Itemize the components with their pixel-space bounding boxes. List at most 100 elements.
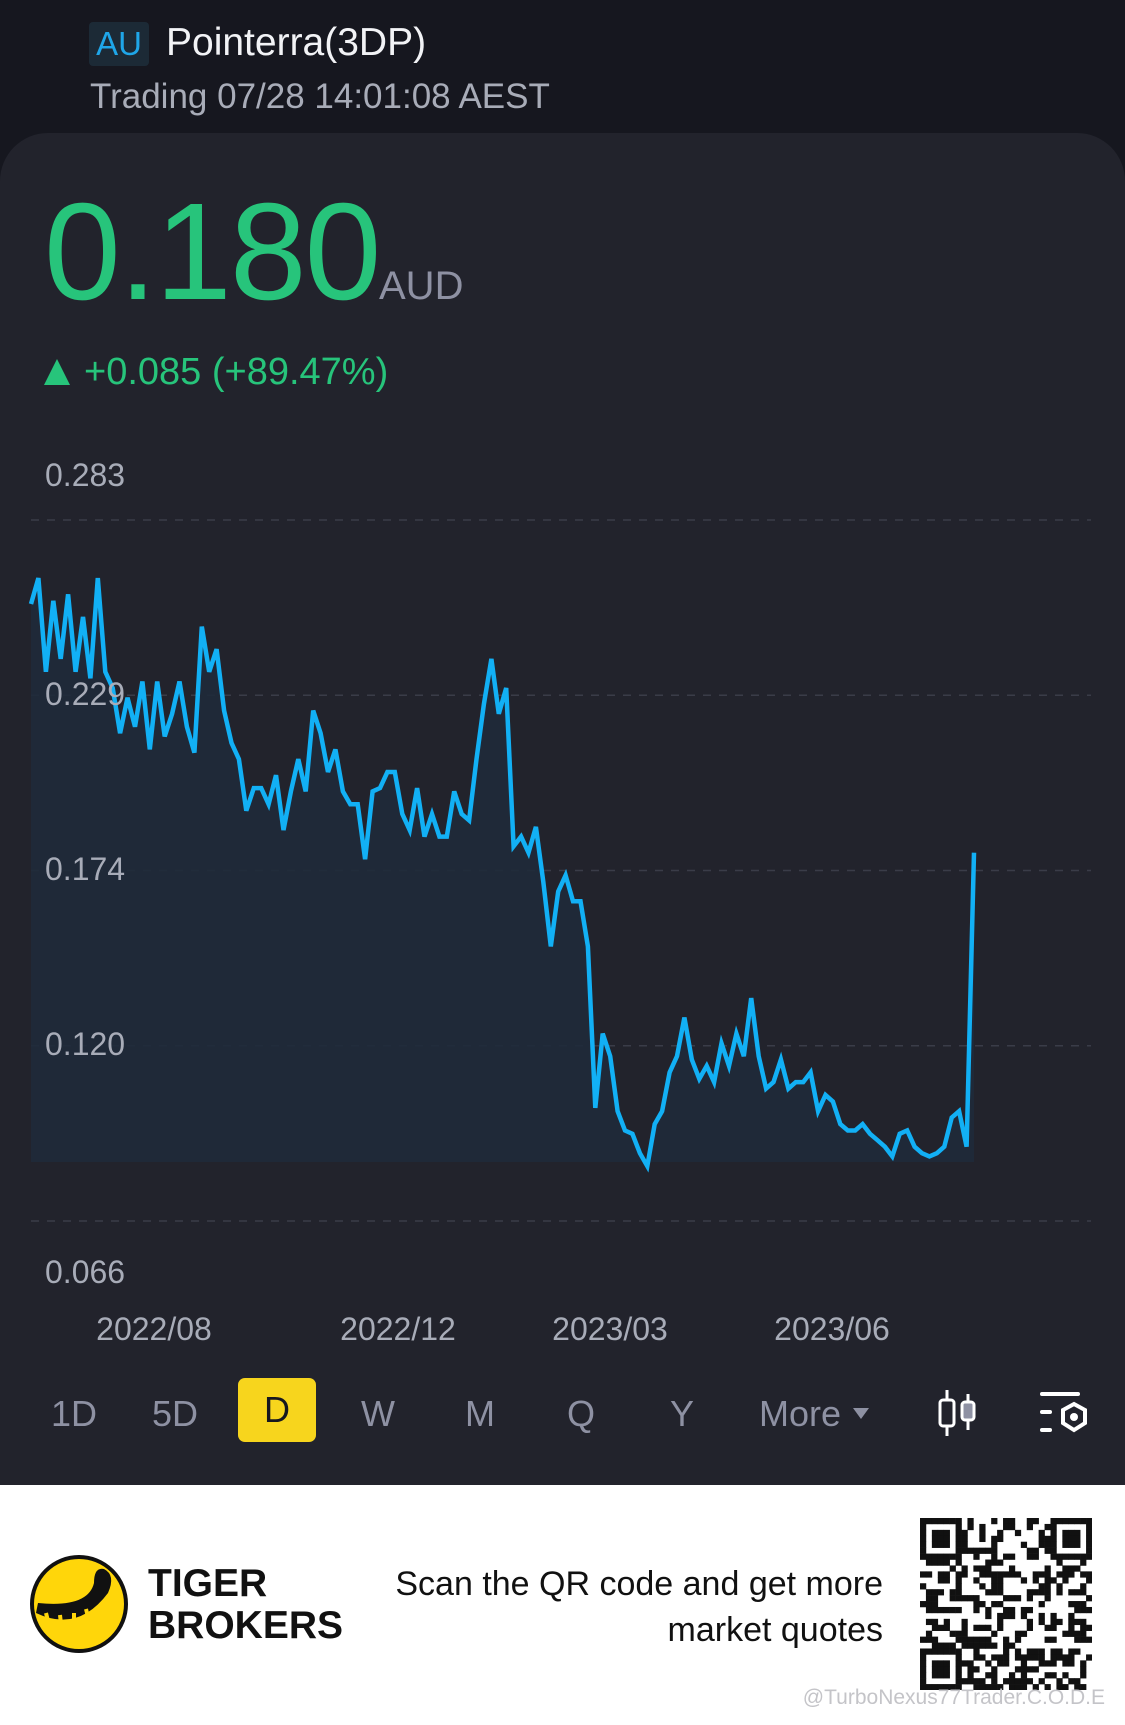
qr-module: [931, 1518, 939, 1525]
qr-module: [931, 1648, 939, 1655]
y-tick-label: 0.229: [45, 676, 126, 712]
qr-module: [997, 1654, 1004, 1661]
qr-module: [949, 1630, 956, 1637]
area-fill: [31, 578, 974, 1167]
qr-module: [955, 1666, 962, 1673]
x-tick-label: 2022/12: [340, 1311, 456, 1347]
qr-module: [991, 1535, 998, 1543]
qr-module: [1056, 1571, 1063, 1578]
qr-module: [1068, 1529, 1075, 1537]
qr-module: [1080, 1636, 1087, 1643]
qr-module: [955, 1518, 962, 1525]
qr-module: [920, 1601, 927, 1608]
qr-module: [1080, 1553, 1087, 1560]
qr-module: [1026, 1547, 1033, 1554]
qr-module: [1026, 1595, 1033, 1602]
qr-module: [1068, 1654, 1075, 1661]
qr-module: [961, 1636, 968, 1643]
qr-module: [1044, 1577, 1051, 1584]
qr-module: [985, 1642, 992, 1649]
qr-module: [1044, 1684, 1051, 1690]
qr-module: [1086, 1636, 1092, 1643]
chart-settings-icon[interactable]: [1040, 1390, 1090, 1436]
qr-module: [1050, 1612, 1057, 1620]
qr-module: [997, 1660, 1004, 1667]
qr-module: [1074, 1553, 1081, 1560]
qr-module: [949, 1595, 956, 1602]
qr-module: [991, 1589, 998, 1596]
qr-module: [949, 1606, 956, 1614]
qr-module: [1003, 1518, 1010, 1525]
qr-module: [1062, 1684, 1069, 1690]
qr-module: [1068, 1535, 1075, 1543]
qr-module: [1068, 1612, 1075, 1620]
qr-module: [961, 1660, 968, 1667]
timeframe-d[interactable]: D: [238, 1378, 316, 1442]
qr-module: [920, 1672, 927, 1679]
price-chart[interactable]: [0, 0, 1125, 1480]
x-tick-label: 2023/06: [774, 1311, 890, 1347]
qr-module: [1038, 1589, 1045, 1596]
qr-module: [1003, 1654, 1010, 1661]
qr-module: [1074, 1565, 1081, 1572]
qr-module: [937, 1553, 945, 1560]
qr-module: [1038, 1529, 1045, 1537]
qr-module: [955, 1654, 962, 1661]
qr-module: [931, 1672, 939, 1679]
qr-module: [979, 1636, 986, 1643]
qr-module: [949, 1553, 956, 1560]
qr-module: [1003, 1636, 1010, 1643]
qr-module: [997, 1583, 1004, 1590]
timeframe-q[interactable]: Q: [566, 1393, 596, 1434]
timeframe-y[interactable]: Y: [669, 1393, 695, 1434]
qr-module: [1038, 1571, 1045, 1578]
timeframe-m[interactable]: M: [465, 1393, 495, 1434]
qr-module: [1008, 1571, 1016, 1578]
qr-module: [973, 1636, 980, 1643]
qr-module: [1032, 1684, 1039, 1690]
qr-module: [997, 1684, 1004, 1690]
qr-module: [1074, 1618, 1081, 1626]
qr-module: [937, 1535, 945, 1543]
candlestick-icon[interactable]: [935, 1388, 979, 1438]
qr-module: [943, 1577, 950, 1584]
qr-module: [979, 1678, 986, 1685]
qr-module: [961, 1624, 968, 1631]
qr-module: [1074, 1648, 1081, 1655]
qr-module: [985, 1684, 992, 1690]
qr-module: [979, 1571, 986, 1578]
qr-module: [937, 1541, 945, 1548]
qr-module: [991, 1577, 998, 1584]
qr-module: [1038, 1583, 1045, 1590]
qr-module: [1074, 1541, 1081, 1548]
qr-module: [920, 1547, 927, 1554]
qr-module: [1026, 1678, 1033, 1685]
qr-module: [943, 1618, 950, 1626]
qr-module: [973, 1624, 980, 1631]
qr-module: [1056, 1648, 1063, 1655]
qr-module: [1026, 1606, 1033, 1614]
qr-module: [937, 1529, 945, 1537]
qr-module: [920, 1529, 927, 1537]
qr-module: [931, 1535, 939, 1543]
timeframe-more[interactable]: More: [759, 1386, 870, 1442]
qr-module: [1056, 1583, 1063, 1590]
qr-module: [943, 1684, 950, 1690]
qr-module: [937, 1606, 945, 1614]
qr-module: [937, 1577, 945, 1584]
timeframe-w[interactable]: W: [361, 1393, 395, 1434]
timeframe-5d[interactable]: 5D: [151, 1393, 199, 1434]
qr-module: [1044, 1589, 1051, 1596]
qr-module: [1074, 1529, 1081, 1537]
qr-module: [1038, 1654, 1045, 1661]
qr-module: [1026, 1553, 1033, 1560]
qr-module: [955, 1589, 962, 1596]
qr-module: [955, 1678, 962, 1685]
qr-module: [1068, 1601, 1075, 1608]
qr-module: [985, 1606, 992, 1614]
qr-module: [1086, 1518, 1092, 1525]
qr-module: [967, 1636, 974, 1643]
qr-module: [937, 1559, 945, 1566]
qr-module: [1050, 1541, 1057, 1548]
timeframe-1d[interactable]: 1D: [50, 1393, 98, 1434]
